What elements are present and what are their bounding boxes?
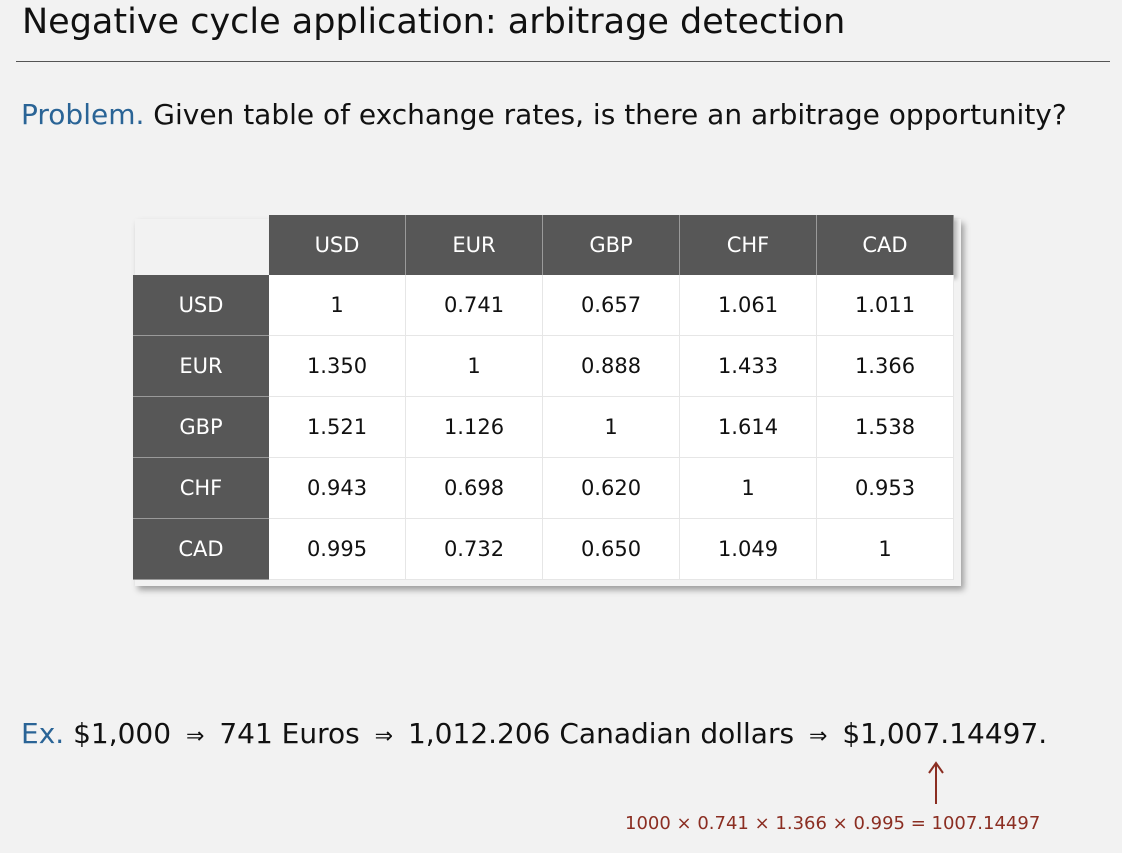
table-cell: 1 [269,275,406,336]
table-cell: 1.538 [816,396,954,458]
table-cell: 0.650 [542,518,680,580]
table-cell: 1.614 [679,396,817,458]
up-arrow-icon [928,761,944,804]
table-cell: 0.943 [269,457,406,519]
implies-arrow-icon: ⇒ [185,724,205,749]
table-cell: 1 [542,396,680,458]
table-cell: 1.521 [269,396,406,458]
example-step-result: $1,007.14497. [842,717,1048,750]
problem-label: Problem. [21,98,145,131]
table-corner [133,215,269,275]
table-cell: 1.011 [816,275,954,336]
table-cell: 1.433 [679,335,817,397]
example-step-cad: 1,012.206 Canadian dollars [407,717,795,750]
table-row: USD 1 0.741 0.657 1.061 1.011 [133,275,954,336]
table-header-row: USD EUR GBP CHF CAD [133,215,954,275]
exchange-rate-table: USD EUR GBP CHF CAD USD 1 0.741 0.657 1.… [133,215,954,580]
table-cell: 0.698 [405,457,543,519]
table-row: CHF 0.943 0.698 0.620 1 0.953 [133,457,954,519]
example-label: Ex. [21,717,65,750]
implies-arrow-icon: ⇒ [808,724,828,749]
problem-statement: Problem. Given table of exchange rates, … [21,98,1067,131]
example-step-usd: $1,000 [73,717,172,750]
table-cell: 1.049 [679,518,817,580]
table-cell: 1.366 [816,335,954,397]
table-cell: 0.888 [542,335,680,397]
slide-title: Negative cycle application: arbitrage de… [22,2,846,42]
table-cell: 1 [405,335,543,397]
table-cell: 0.657 [542,275,680,336]
row-header: CHF [133,457,269,519]
table-cell: 0.732 [405,518,543,580]
table-cell: 1 [816,518,954,580]
table-row: CAD 0.995 0.732 0.650 1.049 1 [133,518,954,580]
row-header: EUR [133,335,269,397]
table-row: EUR 1.350 1 0.888 1.433 1.366 [133,335,954,397]
example-line: Ex. $1,000 ⇒ 741 Euros ⇒ 1,012.206 Canad… [21,717,1047,750]
example-step-eur: 741 Euros [219,717,360,750]
title-divider [16,61,1110,62]
row-header: CAD [133,518,269,580]
column-header: GBP [542,215,680,275]
table-cell: 0.620 [542,457,680,519]
table-cell: 1.061 [679,275,817,336]
row-header: USD [133,275,269,336]
problem-text: Given table of exchange rates, is there … [153,98,1067,131]
table-cell: 1 [679,457,817,519]
column-header: CHF [679,215,817,275]
table-cell: 0.995 [269,518,406,580]
table-cell: 1.126 [405,396,543,458]
table-row: GBP 1.521 1.126 1 1.614 1.538 [133,396,954,458]
column-header: USD [269,215,406,275]
row-header: GBP [133,396,269,458]
calculation-note: 1000 × 0.741 × 1.366 × 0.995 = 1007.1449… [625,813,1041,834]
column-header: EUR [405,215,543,275]
column-header: CAD [816,215,954,275]
table-cell: 0.953 [816,457,954,519]
implies-arrow-icon: ⇒ [374,724,394,749]
table-cell: 1.350 [269,335,406,397]
table-cell: 0.741 [405,275,543,336]
